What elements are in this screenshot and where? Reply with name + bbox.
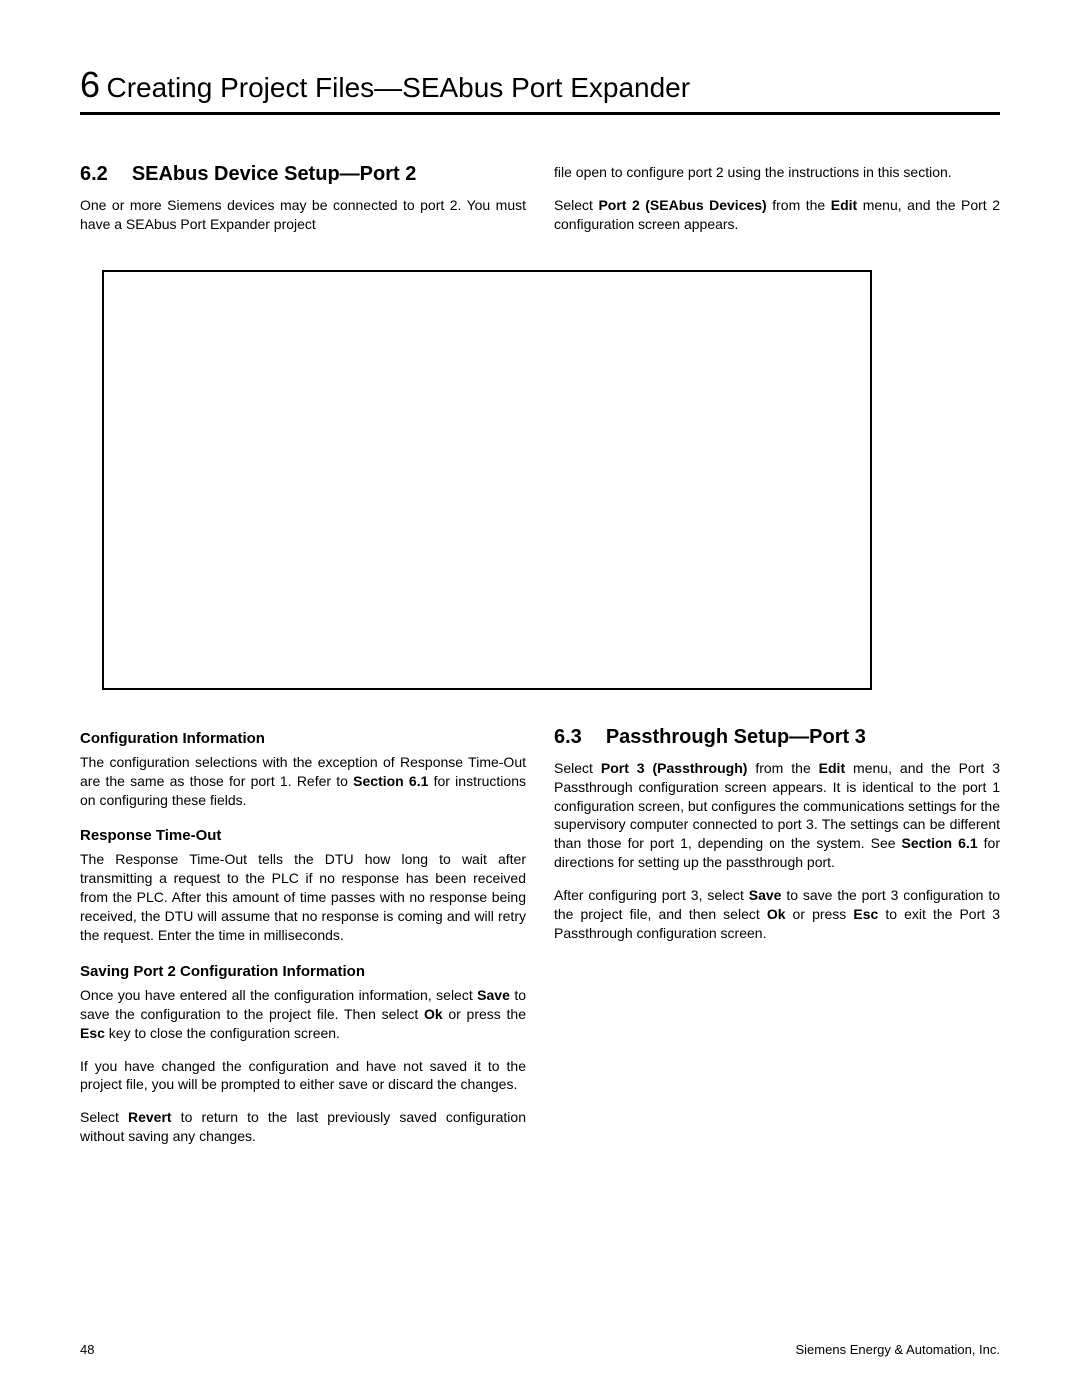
response-timeout-heading: Response Time-Out	[80, 827, 526, 844]
text-fragment: key to close the configuration screen.	[105, 1025, 340, 1041]
chapter-header: 6 Creating Project Files—SEAbus Port Exp…	[80, 64, 1000, 115]
section-6-2-heading: 6.2 SEAbus Device Setup—Port 2	[80, 163, 526, 186]
bold-edit: Edit	[819, 760, 845, 776]
bold-save: Save	[749, 887, 782, 903]
chapter-title: Creating Project Files—SEAbus Port Expan…	[106, 72, 690, 103]
text-fragment: Select	[554, 197, 598, 213]
footer-company: Siemens Energy & Automation, Inc.	[796, 1342, 1001, 1357]
text-fragment: Once you have entered all the configurat…	[80, 987, 477, 1003]
saving-port2-p1: Once you have entered all the configurat…	[80, 986, 526, 1043]
bold-section-6-1: Section 6.1	[353, 773, 428, 789]
section-6-3-p2: After configuring port 3, select Save to…	[554, 886, 1000, 943]
section-6-3-title: Passthrough Setup—Port 3	[606, 726, 866, 748]
section-6-2-intro-right-2: Select Port 2 (SEAbus Devices) from the …	[554, 196, 1000, 234]
bold-edit: Edit	[831, 197, 857, 213]
bold-esc: Esc	[853, 906, 878, 922]
bold-port2: Port 2 (SEAbus Devices)	[598, 197, 766, 213]
response-timeout-p1: The Response Time-Out tells the DTU how …	[80, 850, 526, 944]
lower-columns: Configuration Information The configurat…	[80, 712, 1000, 1160]
section-6-2-intro-right-1: file open to configure port 2 using the …	[554, 163, 1000, 182]
section-6-3-heading: 6.3 Passthrough Setup—Port 3	[554, 726, 1000, 749]
col-right-lower: 6.3 Passthrough Setup—Port 3 Select Port …	[554, 712, 1000, 1160]
bold-esc: Esc	[80, 1025, 105, 1041]
config-info-heading: Configuration Information	[80, 730, 526, 747]
bold-revert: Revert	[128, 1109, 172, 1125]
bold-section-6-1: Section 6.1	[902, 835, 978, 851]
text-fragment: After configuring port 3, select	[554, 887, 749, 903]
text-fragment: from the	[767, 197, 831, 213]
col-right: file open to configure port 2 using the …	[554, 163, 1000, 248]
figure-placeholder	[102, 270, 872, 690]
text-fragment: Select	[554, 760, 601, 776]
document-page: 6 Creating Project Files—SEAbus Port Exp…	[0, 0, 1080, 1397]
text-fragment: Select	[80, 1109, 128, 1125]
saving-port2-p2: If you have changed the configuration an…	[80, 1057, 526, 1095]
text-fragment: from the	[747, 760, 818, 776]
saving-port2-p3: Select Revert to return to the last prev…	[80, 1108, 526, 1146]
saving-port2-heading: Saving Port 2 Configuration Information	[80, 963, 526, 980]
bold-save: Save	[477, 987, 510, 1003]
section-6-2-intro: 6.2 SEAbus Device Setup—Port 2 One or mor…	[80, 163, 1000, 248]
page-number: 48	[80, 1342, 94, 1357]
col-left-lower: Configuration Information The configurat…	[80, 712, 526, 1160]
page-footer: 48 Siemens Energy & Automation, Inc.	[80, 1342, 1000, 1357]
bold-ok: Ok	[424, 1006, 443, 1022]
bold-ok: Ok	[767, 906, 786, 922]
section-6-3-number: 6.3	[554, 726, 582, 749]
section-6-3-p1: Select Port 3 (Passthrough) from the Edi…	[554, 759, 1000, 872]
config-info-p1: The configuration selections with the ex…	[80, 753, 526, 810]
text-fragment: or press the	[443, 1006, 526, 1022]
text-fragment: or press	[786, 906, 854, 922]
section-6-2-number: 6.2	[80, 163, 108, 186]
bold-port3: Port 3 (Passthrough)	[601, 760, 748, 776]
chapter-number: 6	[80, 64, 100, 105]
section-6-2-title: SEAbus Device Setup—Port 2	[132, 163, 417, 185]
section-6-2-intro-left: One or more Siemens devices may be conne…	[80, 196, 526, 234]
col-left: 6.2 SEAbus Device Setup—Port 2 One or mor…	[80, 163, 526, 248]
